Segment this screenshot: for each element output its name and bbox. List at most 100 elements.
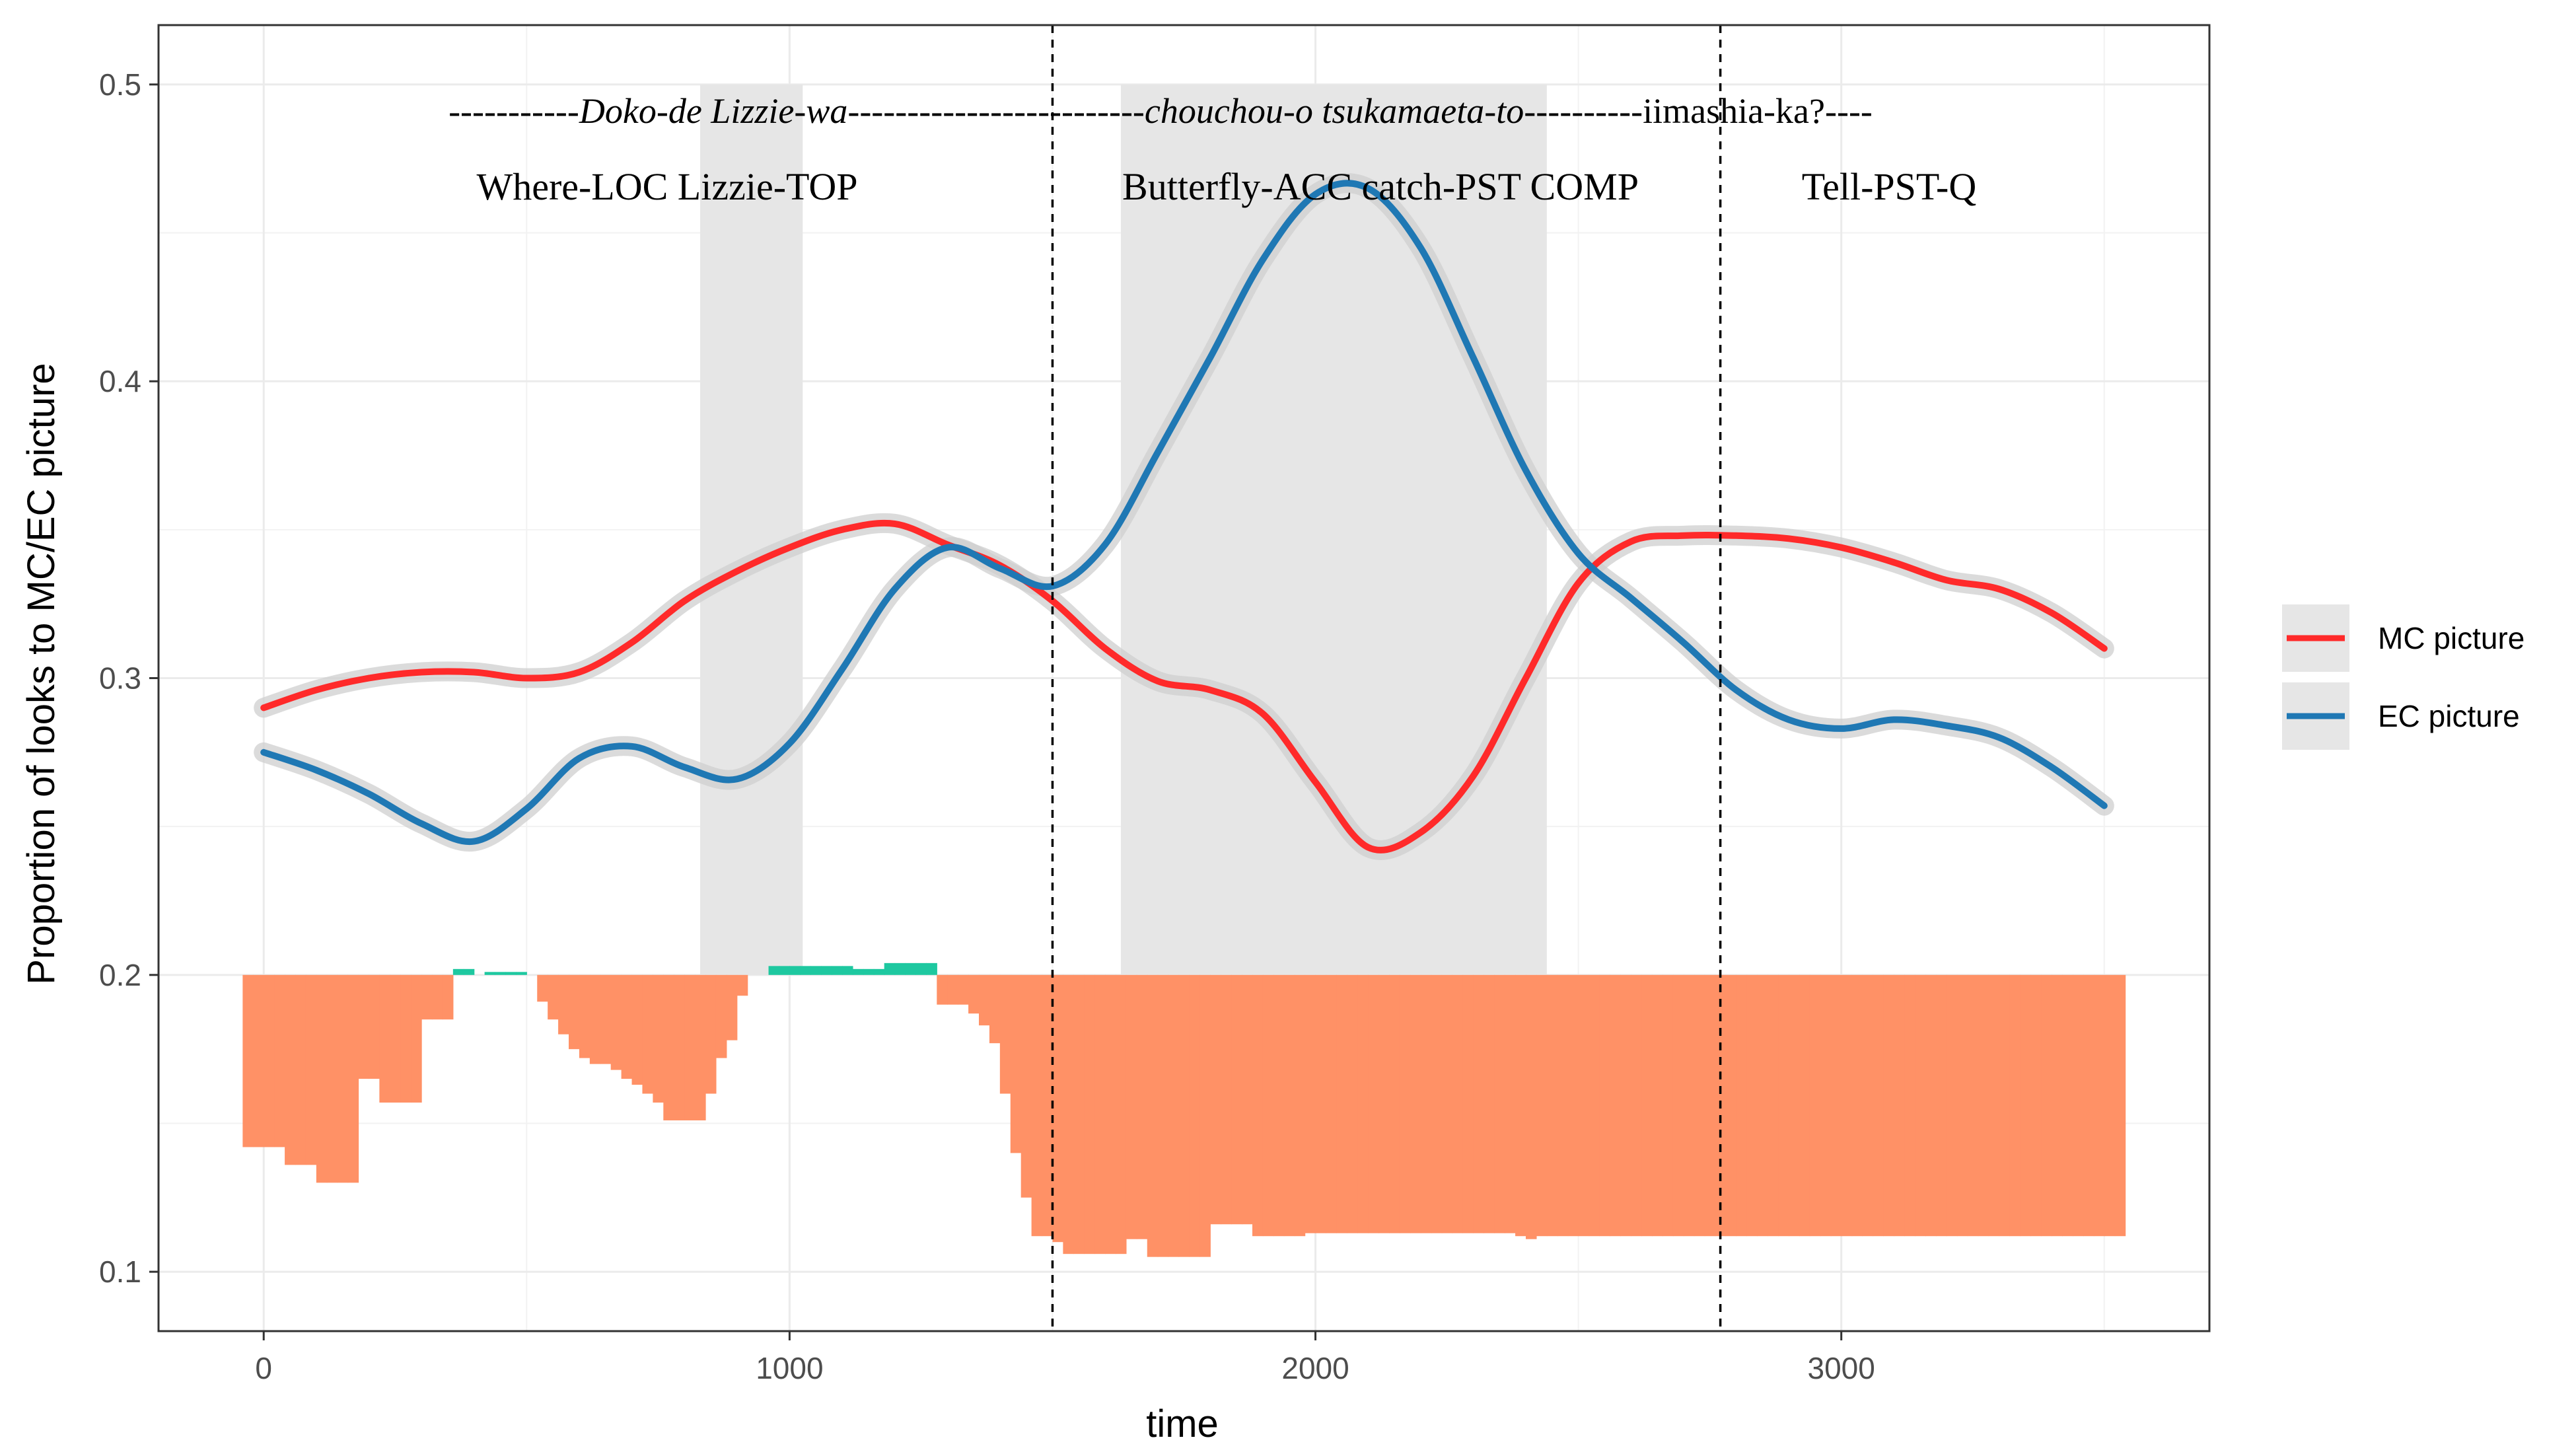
difference-bar-positive [915,963,927,975]
difference-bar-negative [1441,974,1453,1233]
legend: MC picture EC picture [2282,604,2524,750]
difference-bar-negative [1663,974,1674,1237]
x-axis-title: time [1146,1402,1219,1445]
difference-bar-negative [1262,974,1274,1237]
difference-bar-negative [1725,974,1737,1237]
difference-bar-negative [1820,974,1832,1237]
difference-bar-negative [2052,974,2063,1237]
difference-bar-negative [1368,974,1379,1233]
difference-bar-negative [1736,974,1747,1237]
difference-bar-negative [600,974,612,1064]
difference-bar-positive [505,972,517,975]
difference-bar-negative [1484,974,1495,1233]
annotation-gloss-2: Butterfly-ACC catch-PST COMP [1122,165,1639,208]
legend-label-ec: EC picture [2378,699,2520,733]
difference-bar-negative [2093,974,2105,1237]
difference-bar-negative [1326,974,1337,1233]
difference-bar-negative [548,974,559,1020]
difference-bar-positive [926,963,937,975]
difference-bar-positive [894,963,906,975]
difference-bar-negative [1431,974,1443,1233]
difference-bar-positive [452,968,464,975]
difference-bar-negative [726,974,738,1040]
difference-bar-negative [253,974,264,1147]
difference-bar-negative [1073,974,1085,1254]
difference-bar-negative [1389,974,1400,1233]
difference-bar-negative [989,974,1001,1044]
difference-bar-negative [2041,974,2052,1237]
difference-bar-negative [1315,974,1327,1233]
difference-bar-negative [2020,974,2031,1237]
difference-bar-negative [1799,974,1810,1237]
difference-bar-negative [242,974,254,1147]
difference-bar-negative [937,974,948,1005]
annotation-dashes: ------------------------- [847,91,1145,131]
difference-bar-negative [1536,974,1548,1237]
difference-bar-negative [610,974,622,1070]
annotation-gloss-3: Tell-PST-Q [1802,165,1976,208]
annotation-word: iimashia-ka? [1643,91,1825,131]
annotation-dashes: ---------- [1524,91,1643,131]
difference-bar-negative [1967,974,1979,1237]
y-tick-label: 0.1 [99,1254,141,1289]
difference-bar-negative [1420,974,1432,1233]
difference-bar-negative [274,974,285,1147]
difference-bar-positive [832,966,843,975]
legend-label-mc: MC picture [2378,621,2524,655]
difference-bar-positive [884,963,896,975]
difference-bar-negative [1357,974,1369,1233]
difference-bar-negative [1336,974,1347,1233]
difference-bar-negative [1063,974,1074,1254]
difference-bar-negative [1683,974,1695,1237]
difference-bar-negative [264,974,275,1147]
difference-bar-negative [1610,974,1621,1237]
difference-bar-negative [1242,974,1253,1225]
difference-bar-negative [1873,974,1884,1237]
difference-bar-negative [1084,974,1095,1254]
difference-bar-negative [305,974,317,1165]
difference-bar-negative [999,974,1011,1094]
difference-bar-negative [432,974,443,1020]
difference-bar-negative [1178,974,1190,1257]
series-line-ec-picture [260,180,2108,846]
difference-bar-negative [1305,974,1316,1233]
difference-bar-negative [1546,974,1558,1237]
difference-bars [242,963,2126,1257]
x-tick-label: 1000 [756,1351,823,1385]
difference-bar-negative [1294,974,1306,1237]
difference-bar-negative [621,974,633,1079]
difference-bar-negative [1862,974,1874,1237]
difference-bar-negative [379,974,390,1103]
difference-bar-negative [1010,974,1022,1153]
difference-bar-negative [705,974,717,1094]
difference-bar-negative [442,974,454,1020]
y-tick-label: 0.5 [99,67,141,102]
x-tick-label: 3000 [1808,1351,1875,1385]
difference-bar-positive [800,966,811,975]
annotation-dashes: ----------- [448,91,579,131]
difference-bar-negative [347,974,359,1183]
shaded-region-1 [700,84,803,975]
difference-bar-negative [1936,974,1947,1237]
difference-bar-positive [852,968,864,975]
difference-bar-negative [1452,974,1464,1233]
difference-bar-negative [947,974,958,1005]
difference-bar-negative [1999,974,2011,1237]
annotation-gloss-1: Where-LOC Lizzie-TOP [476,165,857,208]
difference-bar-negative [715,974,727,1058]
difference-bar-negative [1557,974,1569,1237]
difference-bar-negative [1704,974,1716,1237]
difference-bar-negative [663,974,674,1120]
difference-bar-negative [411,974,422,1103]
difference-bar-negative [1462,974,1474,1233]
difference-bar-negative [358,974,370,1079]
difference-bar-negative [1631,974,1642,1237]
difference-bar-negative [1410,974,1421,1233]
difference-bar-negative [1283,974,1295,1237]
difference-bar-negative [2114,974,2126,1237]
annotation-word: chouchou-o tsukamaeta-to [1145,91,1524,131]
difference-bar-negative [1020,974,1032,1198]
difference-bar-negative [1252,974,1264,1237]
annotation-japanese-sentence: -----------Doko-de Lizzie-wa------------… [448,91,1873,131]
